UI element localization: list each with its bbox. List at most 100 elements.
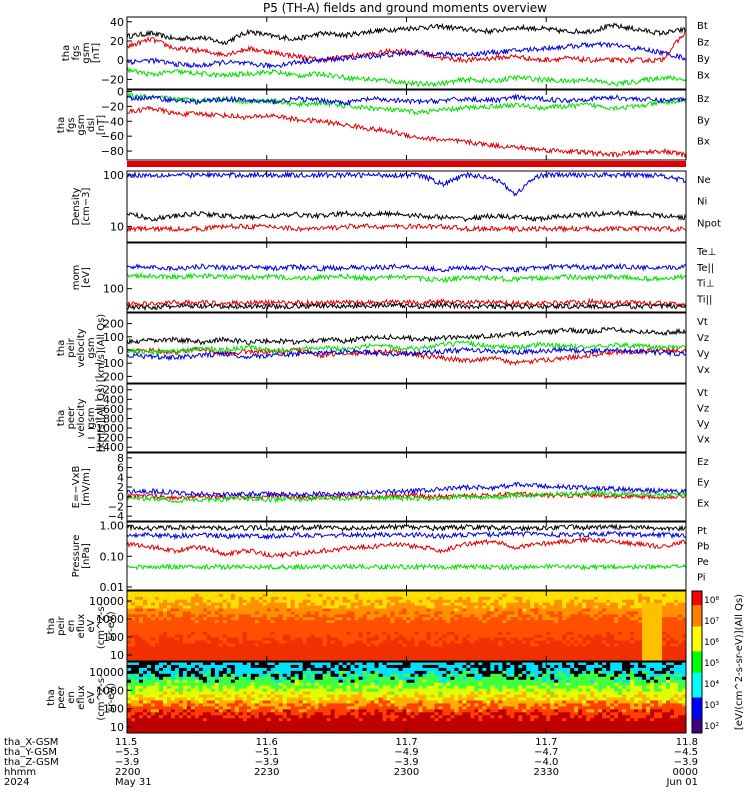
heatmap-cell — [278, 611, 284, 615]
heatmap-cell — [482, 634, 487, 639]
heatmap-cell — [254, 628, 260, 633]
heatmap-cell — [458, 649, 463, 653]
heatmap-cell — [542, 670, 547, 675]
heatmap-cell — [662, 634, 667, 639]
heatmap-cell — [422, 623, 427, 627]
heatmap-cell — [246, 631, 252, 636]
heatmap-cell — [586, 620, 591, 624]
heatmap-cell — [422, 652, 427, 656]
heatmap-cell — [602, 679, 607, 684]
heatmap-cell — [406, 605, 411, 609]
heatmap-cell — [614, 611, 619, 615]
heatmap-cell — [138, 626, 144, 630]
heatmap-cell — [618, 634, 623, 639]
heatmap-cell — [334, 596, 340, 601]
heatmap-cell — [278, 662, 284, 666]
heatmap-cell — [198, 611, 204, 615]
heatmap-cell — [358, 673, 363, 678]
heatmap-cell — [574, 637, 579, 641]
heatmap-cell — [302, 640, 308, 644]
heatmap-cell — [130, 640, 136, 644]
heatmap-cell — [586, 655, 591, 659]
heatmap-cell — [662, 667, 667, 672]
heatmap-cell — [462, 658, 467, 662]
heatmap-cell — [490, 688, 495, 692]
heatmap-cell — [482, 658, 487, 662]
heatmap-cell — [198, 655, 204, 659]
heatmap-cell — [670, 682, 675, 687]
heatmap-cell — [222, 602, 228, 606]
heatmap-cell — [634, 658, 639, 662]
heatmap-cell — [658, 652, 663, 656]
heatmap-cell — [518, 602, 523, 606]
heatmap-cell — [150, 662, 156, 666]
heatmap-cell — [502, 655, 507, 659]
heatmap-cell — [402, 673, 407, 678]
heatmap-cell — [598, 646, 603, 650]
heatmap-cell — [218, 599, 224, 604]
heatmap-cell — [170, 591, 176, 595]
y-tick-label: 6 — [117, 462, 124, 475]
heatmap-cell — [450, 658, 455, 662]
heatmap-cell — [278, 626, 284, 630]
heatmap-cell — [354, 614, 359, 618]
heatmap-cell — [406, 676, 411, 681]
heatmap-cell — [362, 682, 367, 687]
heatmap-cell — [558, 667, 563, 672]
heatmap-cell — [258, 626, 264, 630]
heatmap-cell — [594, 637, 599, 641]
heatmap-cell — [618, 596, 623, 601]
heatmap-cell — [218, 611, 224, 615]
heatmap-cell — [406, 682, 411, 687]
heatmap-cell — [382, 664, 387, 669]
heatmap-cell — [626, 599, 631, 604]
heatmap-cell — [470, 637, 475, 641]
heatmap-cell — [142, 628, 148, 633]
heatmap-cell — [386, 646, 391, 650]
heatmap-cell — [226, 617, 232, 621]
heatmap-cell — [446, 626, 451, 630]
heatmap-cell — [554, 676, 559, 681]
heatmap-cell — [358, 679, 363, 684]
heatmap-cell — [418, 658, 423, 662]
heatmap-cell — [534, 670, 539, 675]
heatmap-cell — [578, 591, 583, 595]
heatmap-cell — [402, 682, 407, 687]
heatmap-cell — [138, 628, 144, 633]
heatmap-cell — [190, 605, 196, 609]
heatmap-cell — [127, 655, 132, 659]
heatmap-cell — [458, 605, 463, 609]
heatmap-cell — [550, 602, 555, 606]
heatmap-cell — [450, 617, 455, 621]
heatmap-cell — [326, 611, 332, 615]
heatmap-cell — [458, 664, 463, 669]
heatmap-cell — [614, 637, 619, 641]
heatmap-cell — [166, 676, 172, 681]
heatmap-cell — [302, 628, 308, 633]
heatmap-cell — [186, 599, 192, 604]
heatmap-cell — [306, 652, 312, 656]
heatmap-cell — [534, 628, 539, 633]
heatmap-cell — [226, 652, 232, 656]
heatmap-cell — [206, 628, 212, 633]
heatmap-cell — [638, 602, 643, 606]
heatmap-cell — [654, 676, 659, 681]
legend-entry: Pb — [697, 542, 709, 553]
heatmap-cell — [554, 634, 559, 639]
heatmap-cell — [486, 679, 491, 684]
heatmap-cell — [386, 679, 391, 684]
heatmap-cell — [278, 673, 284, 678]
heatmap-cell — [502, 596, 507, 601]
heatmap-cell — [338, 667, 344, 672]
heatmap-cell — [370, 646, 375, 650]
heatmap-cell — [670, 628, 675, 633]
heatmap-cell — [354, 631, 359, 636]
heatmap-cell — [310, 662, 316, 666]
heatmap-cell — [234, 628, 240, 633]
heatmap-cell — [454, 662, 459, 666]
heatmap-cell — [578, 623, 583, 627]
heatmap-cell — [438, 649, 443, 653]
heatmap-cell — [650, 667, 655, 672]
heatmap-cell — [142, 662, 148, 666]
heatmap-cell — [258, 611, 264, 615]
